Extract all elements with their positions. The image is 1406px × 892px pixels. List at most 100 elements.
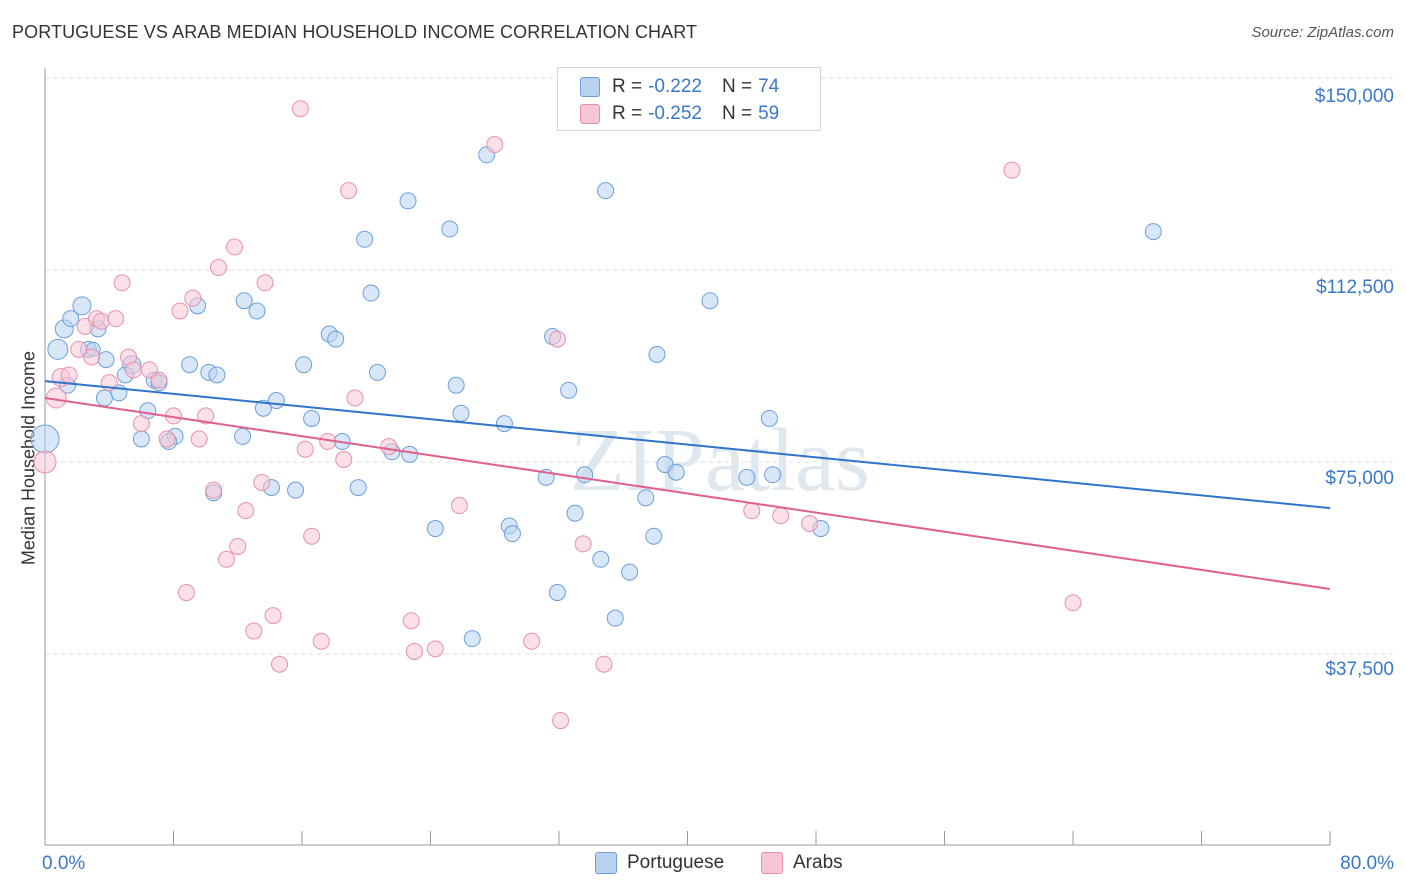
portuguese-point: [234, 427, 252, 445]
portuguese-swatch: [580, 77, 600, 97]
arabs-point: [197, 407, 215, 425]
portuguese-point: [560, 381, 578, 399]
arabs-point: [209, 258, 227, 276]
portuguese-point: [95, 389, 113, 407]
portuguese-point: [97, 351, 115, 369]
arabs-point: [107, 310, 125, 328]
portuguese-point: [738, 468, 756, 486]
y-tick-label: $75,000: [1325, 468, 1394, 489]
arabs-point: [801, 514, 819, 532]
arabs-point: [177, 584, 195, 602]
arabs-point: [256, 274, 274, 292]
arabs-point: [264, 607, 282, 625]
portuguese-point: [208, 366, 226, 384]
arabs-point: [380, 438, 398, 456]
portuguese-point: [235, 292, 253, 310]
arabs-point: [340, 182, 358, 200]
arabs-point: [335, 450, 353, 468]
arabs-point: [33, 450, 57, 474]
arabs-point: [92, 312, 110, 330]
portuguese-point: [648, 345, 666, 363]
portuguese-point: [62, 310, 80, 328]
chart-title: PORTUGUESE VS ARAB MEDIAN HOUSEHOLD INCO…: [12, 22, 698, 42]
arabs-point: [346, 389, 364, 407]
n-label: N =: [721, 103, 753, 124]
arabs-point: [523, 632, 541, 650]
arabs-point: [205, 481, 223, 499]
arabs-point: [296, 440, 314, 458]
portuguese-point: [72, 296, 92, 316]
n-label: N =: [721, 76, 753, 97]
arabs-point: [552, 712, 570, 730]
r-value-arabs: -0.252: [648, 103, 702, 124]
x-tick-label-max: 80.0%: [1340, 853, 1394, 874]
arabs-trend-line: [44, 397, 1331, 590]
arabs-point: [171, 302, 189, 320]
portuguese-point: [47, 338, 69, 360]
arabs-point: [245, 622, 263, 640]
arabs-point: [190, 430, 208, 448]
portuguese-point: [667, 463, 685, 481]
portuguese-point: [645, 527, 663, 545]
portuguese-point: [701, 292, 719, 310]
arabs-point: [229, 537, 247, 555]
arabs-point: [271, 655, 289, 673]
portuguese-point: [503, 525, 521, 543]
y-tick-label: $112,500: [1316, 277, 1394, 298]
portuguese-point: [463, 630, 481, 648]
arabs-point: [132, 415, 150, 433]
portuguese-point: [426, 520, 444, 538]
arabs-legend-swatch: [761, 852, 783, 874]
portuguese-legend-swatch: [595, 852, 617, 874]
trend-lines: [44, 380, 1331, 590]
arabs-point: [253, 473, 271, 491]
portuguese-trend-line: [44, 380, 1331, 510]
portuguese-point: [576, 466, 594, 484]
portuguese-point: [356, 230, 374, 248]
portuguese-point: [368, 363, 386, 381]
arabs-point: [1064, 594, 1082, 612]
portuguese-point: [132, 430, 150, 448]
y-tick-label: $37,500: [1325, 659, 1394, 680]
arabs-point: [218, 550, 236, 568]
arabs-point: [184, 289, 202, 307]
arabs-swatch: [580, 104, 600, 124]
arabs-point: [595, 655, 613, 673]
portuguese-point: [597, 182, 615, 200]
arabs-point: [150, 371, 168, 389]
r-value-portuguese: -0.222: [648, 76, 702, 97]
portuguese-point: [267, 392, 285, 410]
portuguese-point: [447, 376, 465, 394]
series-portuguese: [30, 146, 1162, 648]
arabs-legend-label: Arabs: [793, 852, 843, 873]
legend-row-portuguese: R = -0.222 N = 74: [580, 74, 779, 100]
arabs-point: [574, 535, 592, 553]
stats-legend: R = -0.222 N = 74 R = -0.252 N = 59: [557, 67, 821, 131]
arabs-point: [405, 642, 423, 660]
portuguese-point: [399, 192, 417, 210]
series-legend-portuguese[interactable]: Portuguese: [595, 852, 724, 874]
arabs-point: [113, 274, 131, 292]
portuguese-point: [606, 609, 624, 627]
arabs-point: [226, 238, 244, 256]
arabs-point: [426, 640, 444, 658]
r-label: R =: [612, 103, 643, 124]
arabs-point: [486, 136, 504, 154]
portuguese-point: [1144, 223, 1162, 241]
arabs-point: [548, 330, 566, 348]
arabs-point: [237, 502, 255, 520]
arabs-point: [158, 430, 176, 448]
portuguese-point: [362, 284, 380, 302]
portuguese-point: [327, 330, 345, 348]
watermark: ZIPatlas: [570, 411, 870, 510]
y-tick-label: $150,000: [1314, 86, 1394, 107]
portuguese-point: [254, 399, 272, 417]
arabs-point: [303, 527, 321, 545]
arabs-point: [1003, 161, 1021, 179]
portuguese-point: [452, 404, 470, 422]
series-legend-arabs[interactable]: Arabs: [761, 852, 843, 874]
portuguese-point: [637, 489, 655, 507]
series-arabs: [33, 100, 1082, 730]
arabs-point: [402, 612, 420, 630]
